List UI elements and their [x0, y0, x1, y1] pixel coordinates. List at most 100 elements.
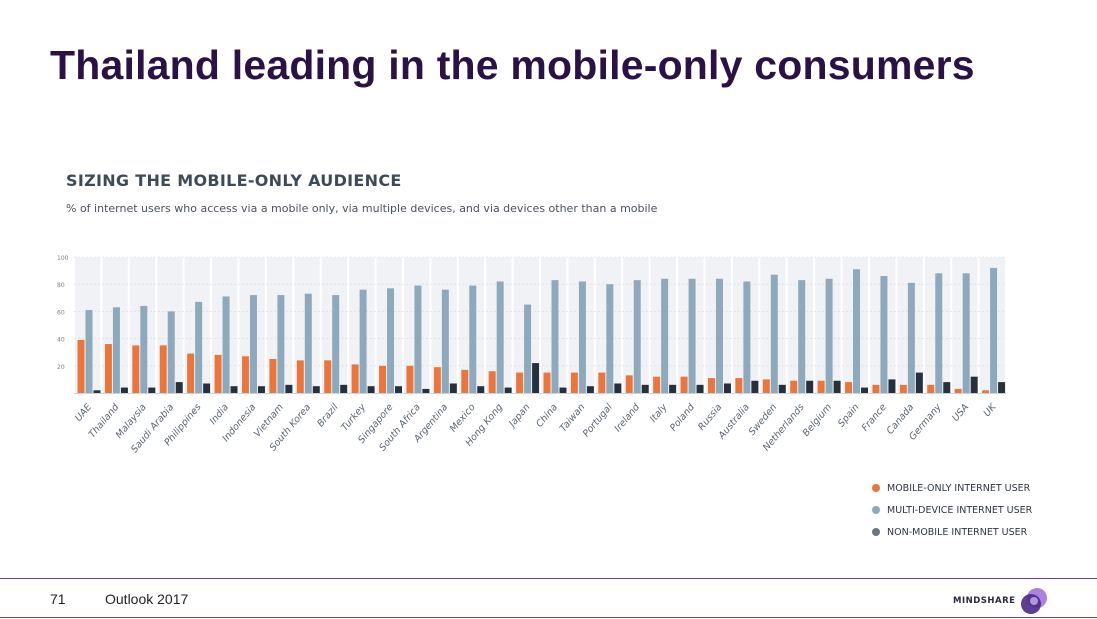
footer-top-rule	[0, 578, 1097, 579]
bar-non-mobile	[586, 386, 594, 393]
x-tick-label: Italy	[648, 402, 670, 425]
bar-mobile-only	[324, 360, 332, 393]
bar-non-mobile	[175, 382, 183, 393]
bar-multi-device	[853, 269, 861, 393]
x-tick-label: Ireland	[613, 401, 643, 434]
bar-multi-device	[661, 278, 669, 393]
x-tick-label: Belgium	[801, 402, 834, 439]
bar-multi-device	[907, 282, 915, 393]
bar-mobile-only	[488, 371, 496, 393]
bar-mobile-only	[433, 367, 441, 393]
legend-swatch-mobile-only	[872, 484, 880, 492]
bar-multi-device	[606, 284, 614, 393]
bar-non-mobile	[778, 384, 786, 393]
bar-mobile-only	[159, 345, 167, 393]
bar-non-mobile	[888, 379, 896, 393]
bar-multi-device	[387, 288, 395, 393]
bar-mobile-only	[872, 384, 880, 393]
bar-non-mobile	[696, 384, 704, 393]
bar-mobile-only	[625, 375, 633, 393]
bar-multi-device	[167, 311, 175, 393]
bar-multi-device	[332, 295, 340, 393]
bar-mobile-only	[241, 356, 249, 393]
mindshare-logo-icon	[1021, 588, 1048, 614]
bar-non-mobile	[943, 382, 951, 393]
legend-label-multi-device: Multi-device internet user	[887, 504, 1033, 516]
bar-non-mobile	[148, 387, 156, 393]
x-tick-label: Spain	[836, 402, 861, 429]
bar-non-mobile	[669, 384, 677, 393]
bar-non-mobile	[340, 384, 348, 393]
bar-mobile-only	[132, 345, 140, 393]
bar-multi-device	[524, 304, 532, 393]
bar-mobile-only	[104, 344, 112, 393]
bar-mobile-only	[790, 380, 798, 393]
bar-non-mobile	[312, 386, 320, 393]
bar-multi-device	[633, 280, 641, 393]
bar-multi-device	[195, 301, 203, 393]
bar-multi-device	[935, 273, 943, 393]
bar-mobile-only	[516, 372, 524, 393]
footer-label: Outlook 2017	[105, 591, 189, 607]
bar-multi-device	[441, 289, 449, 393]
bar-mobile-only	[77, 339, 85, 393]
y-tick-label: 100	[57, 255, 69, 262]
brand-name: MINDSHARE	[953, 596, 1016, 606]
bar-multi-device	[112, 307, 120, 393]
bar-mobile-only	[269, 359, 277, 393]
bar-multi-device	[880, 276, 888, 393]
bar-multi-device	[715, 278, 723, 393]
bar-mobile-only	[598, 372, 606, 393]
bar-mobile-only	[735, 378, 743, 393]
bar-non-mobile	[806, 380, 814, 393]
bar-non-mobile	[723, 383, 731, 393]
bar-multi-device	[743, 281, 751, 393]
page-number: 71	[50, 591, 66, 607]
bar-mobile-only	[653, 376, 661, 393]
legend-swatch-non-mobile	[872, 528, 880, 536]
chart-subtitle: % of internet users who access via a mob…	[66, 202, 658, 215]
y-tick-label: 60	[57, 309, 65, 316]
chart-title: SIZING THE MOBILE-ONLY AUDIENCE	[66, 171, 402, 190]
x-tick-label: China	[534, 402, 560, 430]
bar-mobile-only	[954, 388, 962, 393]
bar-mobile-only	[680, 376, 688, 393]
bar-multi-device	[496, 281, 504, 393]
bar-non-mobile	[915, 372, 923, 393]
legend-item-multi-device: Multi-device internet user	[872, 499, 1072, 521]
bar-non-mobile	[614, 383, 622, 393]
bar-non-mobile	[120, 387, 128, 393]
brand-logo: MINDSHARE	[953, 586, 1051, 616]
legend-label-mobile-only: Mobile-only internet user	[887, 482, 1031, 494]
bar-non-mobile	[285, 384, 293, 393]
bar-mobile-only	[379, 365, 387, 393]
bar-multi-device	[798, 280, 806, 393]
bar-non-mobile	[203, 383, 211, 393]
bar-non-mobile	[970, 376, 978, 393]
bar-non-mobile	[751, 380, 759, 393]
x-tick-label: UK	[982, 401, 999, 419]
legend-label-non-mobile: Non-mobile internet user	[887, 526, 1028, 538]
bar-multi-device	[770, 274, 778, 393]
bar-mobile-only	[762, 379, 770, 393]
bar-multi-device	[551, 280, 559, 393]
bar-mobile-only	[899, 384, 907, 393]
bar-non-mobile	[367, 386, 375, 393]
y-tick-label: 40	[57, 337, 65, 344]
bar-multi-device	[414, 285, 422, 393]
bar-multi-device	[578, 281, 586, 393]
x-tick-label: Brazil	[315, 402, 341, 430]
bar-non-mobile	[833, 380, 841, 393]
x-tick-label: Portugal	[581, 402, 615, 440]
bar-multi-device	[825, 278, 833, 393]
bar-mobile-only	[296, 360, 304, 393]
bar-mobile-only	[187, 353, 195, 393]
y-tick-label: 80	[57, 282, 65, 289]
bar-non-mobile	[861, 387, 869, 393]
bar-non-mobile	[395, 386, 403, 393]
bar-multi-device	[359, 289, 367, 393]
legend-item-non-mobile: Non-mobile internet user	[872, 521, 1072, 543]
bar-mobile-only	[351, 364, 359, 393]
bar-multi-device	[304, 293, 312, 393]
